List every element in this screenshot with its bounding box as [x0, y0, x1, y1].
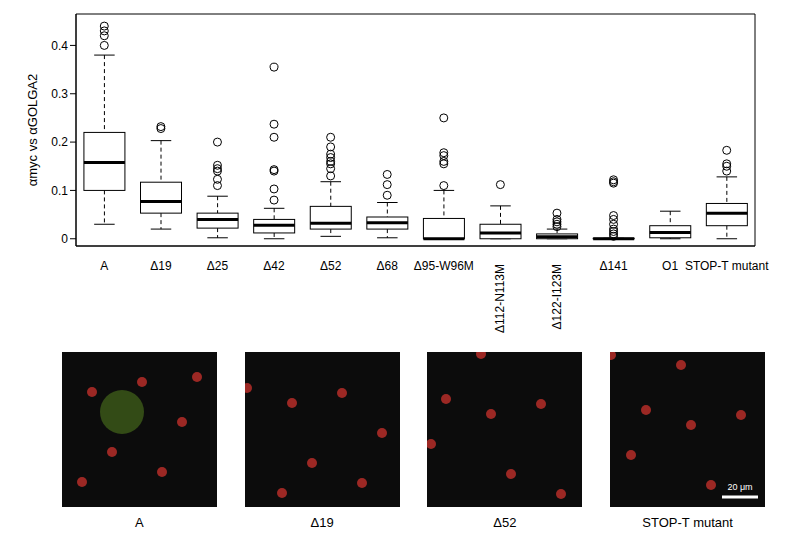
svg-text:A: A [100, 259, 108, 273]
html-text:Δ52: Δ52 [493, 515, 517, 530]
svg-text:Δ141: Δ141 [600, 259, 628, 273]
svg-text:Δ95-W96M: Δ95-W96M [414, 259, 474, 273]
svg-text:0.4: 0.4 [51, 39, 68, 53]
html-text:Δ19: Δ19 [310, 515, 334, 530]
svg-text:0: 0 [61, 232, 68, 246]
svg-text:Δ42: Δ42 [263, 259, 285, 273]
svg-text:Δ19: Δ19 [150, 259, 172, 273]
svg-text:αmyc vs αGOLGA2: αmyc vs αGOLGA2 [25, 74, 40, 187]
svg-text:O1: O1 [662, 259, 678, 273]
svg-text:Δ25: Δ25 [207, 259, 229, 273]
html-text:STOP-T mutant: STOP-T mutant [642, 515, 733, 530]
svg-text:Δ122-I123M: Δ122-I123M [550, 264, 564, 329]
html-text:A: A [135, 515, 144, 530]
svg-text:0.2: 0.2 [51, 135, 68, 149]
svg-text:0.3: 0.3 [51, 87, 68, 101]
svg-text:STOP-T mutant: STOP-T mutant [685, 259, 769, 273]
svg-text:20 μm: 20 μm [728, 482, 753, 492]
svg-text:Δ112-N113M: Δ112-N113M [493, 264, 507, 333]
svg-text:0.1: 0.1 [51, 184, 68, 198]
svg-text:Δ68: Δ68 [377, 259, 399, 273]
svg-text:Δ52: Δ52 [320, 259, 342, 273]
